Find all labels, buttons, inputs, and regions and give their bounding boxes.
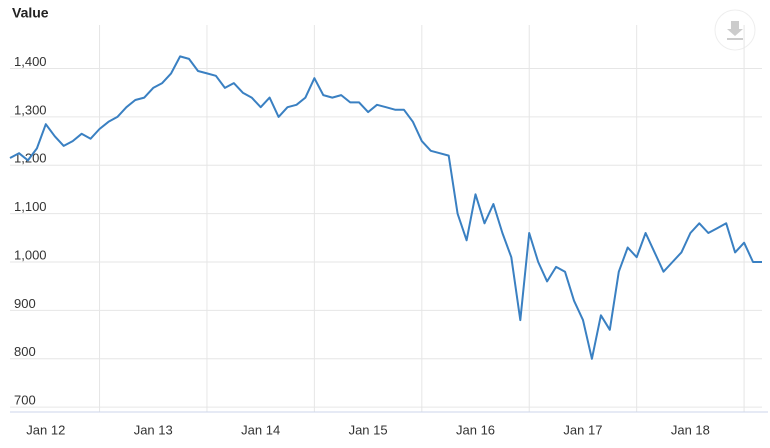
- x-tick-label: Jan 15: [349, 422, 388, 437]
- x-tick-label: Jan 14: [241, 422, 280, 437]
- y-tick-label: 1,000: [14, 247, 47, 262]
- download-button[interactable]: [714, 9, 756, 51]
- y-tick-label: 900: [14, 296, 36, 311]
- download-icon[interactable]: [727, 21, 743, 36]
- y-tick-label: 1,100: [14, 199, 47, 214]
- y-tick-label: 700: [14, 393, 36, 408]
- y-tick-label: 1,400: [14, 54, 47, 69]
- x-tick-label: Jan 16: [456, 422, 495, 437]
- x-tick-label: Jan 12: [26, 422, 65, 437]
- y-axis-title: Value: [12, 5, 49, 21]
- series-line: [9, 55, 762, 360]
- y-tick-label: 1,300: [14, 102, 47, 117]
- x-tick-label: Jan 13: [134, 422, 173, 437]
- download-bar[interactable]: [727, 38, 743, 40]
- y-tick-label: 800: [14, 344, 36, 359]
- x-tick-label: Jan 18: [671, 422, 710, 437]
- x-tick-label: Jan 17: [563, 422, 602, 437]
